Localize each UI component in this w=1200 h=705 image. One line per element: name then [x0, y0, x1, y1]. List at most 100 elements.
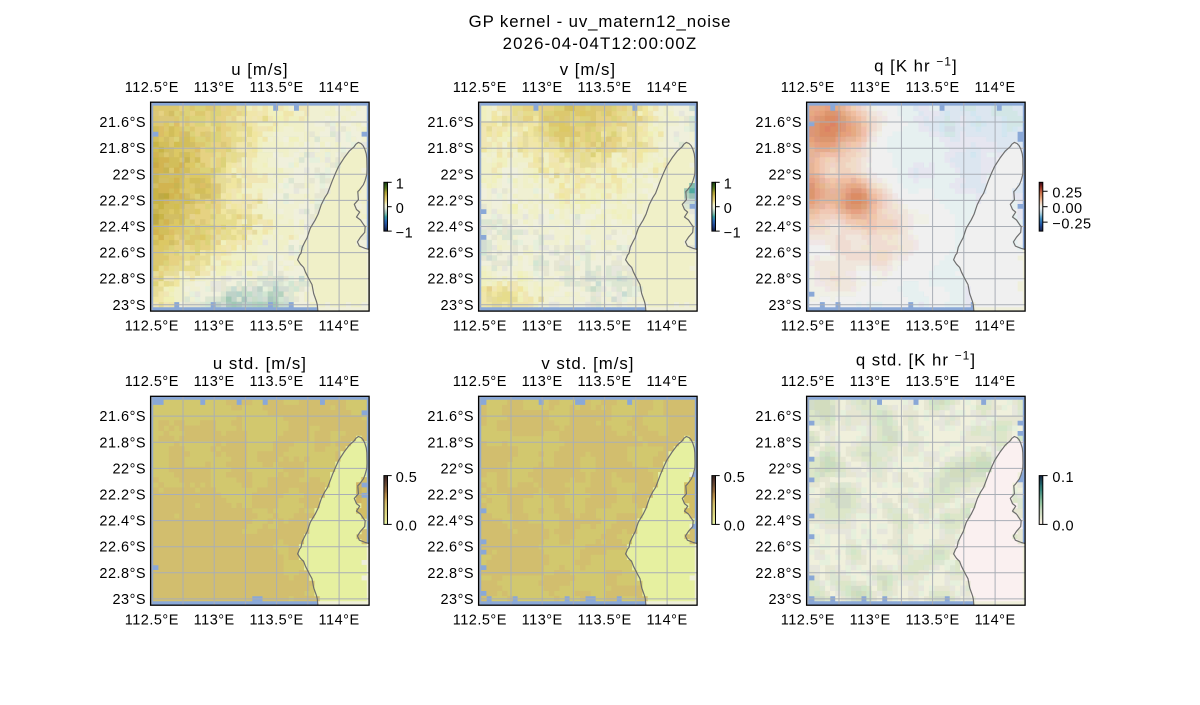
svg-text:113°E: 113°E	[850, 613, 891, 629]
svg-text:23°S: 23°S	[112, 298, 146, 314]
svg-text:112.5°E: 112.5°E	[125, 80, 179, 96]
svg-text:113°E: 113°E	[850, 80, 891, 96]
svg-text:21.8°S: 21.8°S	[99, 141, 146, 157]
svg-text:22.2°S: 22.2°S	[755, 488, 802, 504]
svg-text:21.6°S: 21.6°S	[99, 409, 146, 425]
svg-text:112.5°E: 112.5°E	[453, 613, 507, 629]
svg-text:q std. [K hr −1]: q std. [K hr −1]	[856, 349, 976, 370]
svg-text:1: 1	[724, 177, 733, 193]
svg-text:21.6°S: 21.6°S	[99, 115, 146, 131]
svg-text:21.6°S: 21.6°S	[427, 115, 474, 131]
svg-text:113°E: 113°E	[522, 80, 563, 96]
svg-text:−0.25: −0.25	[1052, 216, 1091, 232]
svg-text:22.8°S: 22.8°S	[427, 272, 474, 288]
svg-text:113°E: 113°E	[522, 319, 563, 335]
svg-text:114°E: 114°E	[647, 613, 688, 629]
svg-text:114°E: 114°E	[319, 319, 360, 335]
svg-text:22.8°S: 22.8°S	[99, 566, 146, 582]
svg-text:v std. [m/s]: v std. [m/s]	[541, 354, 634, 373]
svg-text:0.25: 0.25	[1052, 185, 1082, 201]
svg-text:114°E: 114°E	[647, 319, 688, 335]
svg-text:GP kernel - uv_matern12_noise: GP kernel - uv_matern12_noise	[469, 12, 732, 31]
svg-text:22°S: 22°S	[440, 461, 474, 477]
svg-text:22°S: 22°S	[112, 167, 146, 183]
svg-text:114°E: 114°E	[319, 80, 360, 96]
svg-text:v [m/s]: v [m/s]	[560, 60, 616, 79]
svg-text:114°E: 114°E	[647, 374, 688, 390]
svg-text:112.5°E: 112.5°E	[781, 319, 835, 335]
svg-text:23°S: 23°S	[768, 298, 802, 314]
svg-text:21.8°S: 21.8°S	[755, 435, 802, 451]
svg-text:22°S: 22°S	[112, 461, 146, 477]
svg-text:22.6°S: 22.6°S	[427, 540, 474, 556]
svg-text:23°S: 23°S	[768, 592, 802, 608]
svg-text:113.5°E: 113.5°E	[578, 80, 632, 96]
svg-text:22.2°S: 22.2°S	[427, 488, 474, 504]
svg-text:114°E: 114°E	[647, 80, 688, 96]
svg-text:113.5°E: 113.5°E	[250, 374, 304, 390]
svg-text:0.0: 0.0	[396, 519, 418, 535]
svg-text:113.5°E: 113.5°E	[906, 319, 960, 335]
svg-text:22.6°S: 22.6°S	[99, 246, 146, 262]
svg-text:21.6°S: 21.6°S	[755, 409, 802, 425]
svg-text:113°E: 113°E	[194, 319, 235, 335]
svg-text:114°E: 114°E	[319, 374, 360, 390]
svg-text:113°E: 113°E	[850, 374, 891, 390]
svg-text:21.6°S: 21.6°S	[427, 409, 474, 425]
svg-text:113.5°E: 113.5°E	[250, 319, 304, 335]
svg-text:112.5°E: 112.5°E	[453, 374, 507, 390]
svg-text:112.5°E: 112.5°E	[453, 80, 507, 96]
svg-text:22.4°S: 22.4°S	[755, 220, 802, 236]
svg-text:113°E: 113°E	[522, 374, 563, 390]
svg-text:113.5°E: 113.5°E	[578, 374, 632, 390]
svg-text:22.4°S: 22.4°S	[427, 220, 474, 236]
svg-text:0.5: 0.5	[724, 470, 746, 486]
svg-text:22.4°S: 22.4°S	[755, 514, 802, 530]
svg-text:114°E: 114°E	[319, 613, 360, 629]
svg-text:22.6°S: 22.6°S	[755, 540, 802, 556]
svg-text:23°S: 23°S	[440, 298, 474, 314]
svg-text:113°E: 113°E	[850, 319, 891, 335]
svg-text:22°S: 22°S	[768, 461, 802, 477]
svg-text:112.5°E: 112.5°E	[781, 613, 835, 629]
svg-text:113°E: 113°E	[522, 613, 563, 629]
svg-text:23°S: 23°S	[440, 592, 474, 608]
svg-text:22.8°S: 22.8°S	[755, 272, 802, 288]
svg-text:22°S: 22°S	[440, 167, 474, 183]
svg-text:22.2°S: 22.2°S	[99, 193, 146, 209]
svg-text:u std. [m/s]: u std. [m/s]	[213, 354, 307, 373]
svg-text:113.5°E: 113.5°E	[250, 80, 304, 96]
svg-text:21.8°S: 21.8°S	[755, 141, 802, 157]
svg-text:113.5°E: 113.5°E	[906, 80, 960, 96]
svg-text:113°E: 113°E	[194, 613, 235, 629]
svg-text:22.4°S: 22.4°S	[427, 514, 474, 530]
svg-text:22.8°S: 22.8°S	[427, 566, 474, 582]
svg-text:22.6°S: 22.6°S	[427, 246, 474, 262]
svg-text:112.5°E: 112.5°E	[125, 374, 179, 390]
svg-text:113.5°E: 113.5°E	[906, 613, 960, 629]
svg-text:114°E: 114°E	[975, 374, 1016, 390]
svg-text:−1: −1	[396, 225, 414, 241]
svg-text:23°S: 23°S	[112, 592, 146, 608]
svg-text:0: 0	[396, 201, 405, 217]
svg-text:22.8°S: 22.8°S	[99, 272, 146, 288]
svg-text:114°E: 114°E	[975, 613, 1016, 629]
svg-text:22°S: 22°S	[768, 167, 802, 183]
svg-text:0.0: 0.0	[1052, 519, 1074, 535]
svg-text:113.5°E: 113.5°E	[578, 319, 632, 335]
svg-text:0.5: 0.5	[396, 470, 418, 486]
svg-text:21.6°S: 21.6°S	[755, 115, 802, 131]
svg-text:112.5°E: 112.5°E	[781, 80, 835, 96]
svg-text:22.4°S: 22.4°S	[99, 220, 146, 236]
svg-text:113.5°E: 113.5°E	[578, 613, 632, 629]
svg-text:0: 0	[724, 201, 733, 217]
svg-text:112.5°E: 112.5°E	[453, 319, 507, 335]
svg-text:112.5°E: 112.5°E	[125, 613, 179, 629]
svg-text:21.8°S: 21.8°S	[99, 435, 146, 451]
svg-text:21.8°S: 21.8°S	[427, 141, 474, 157]
svg-text:0.00: 0.00	[1052, 201, 1082, 217]
svg-text:114°E: 114°E	[975, 319, 1016, 335]
svg-text:22.4°S: 22.4°S	[99, 514, 146, 530]
svg-text:q [K hr −1]: q [K hr −1]	[874, 54, 957, 75]
svg-text:114°E: 114°E	[975, 80, 1016, 96]
